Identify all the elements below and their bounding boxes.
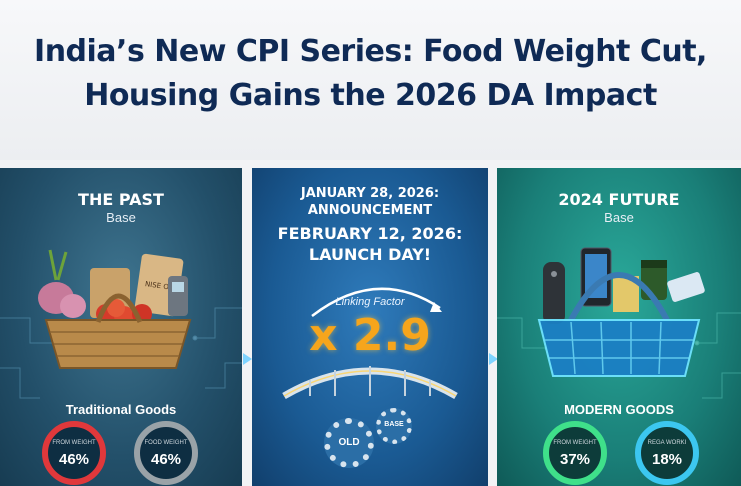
bridge-icon — [282, 366, 458, 400]
linking-factor-label: Linking Factor — [335, 296, 405, 308]
past-sub: Base — [106, 210, 136, 225]
past-ring-1: FROM WEIGHT 46% — [42, 421, 106, 485]
gear-old-label: OLD — [338, 437, 360, 448]
gear-old-icon: OLD — [324, 418, 374, 468]
past-ring-1-value: 46% — [58, 451, 90, 468]
past-ring-2-caption: FOOD WEIGHT — [144, 440, 188, 446]
launch-date: FEBRUARY 12, 2026: — [277, 224, 463, 243]
future-sub: Base — [604, 210, 634, 225]
past-ring-1-caption: FROM WEIGHT — [52, 440, 96, 446]
modern-goods-label: MODERN GOODS — [564, 402, 674, 417]
title-area: India’s New CPI Series: Food Weight Cut,… — [0, 0, 741, 160]
gear-base-label: BASE — [384, 421, 404, 428]
curved-arrow-icon — [311, 287, 442, 317]
gear-base-icon: BASE — [376, 408, 412, 444]
future-ring-1: FROM WEIGHT 37% — [543, 421, 607, 485]
connector-arrow-icon — [243, 353, 252, 365]
future-ring-2-value: 18% — [651, 451, 683, 468]
linking-factor-value: x 2.9 — [309, 310, 431, 361]
title-line-2: Housing Gains the 2026 DA Impact — [84, 78, 657, 113]
past-ring-2: FOOD WEIGHT 46% — [134, 421, 198, 485]
future-panel: 2024 FUTURE Base MODERN GOODS FROM WEIGH… — [497, 168, 741, 486]
future-ring-1-value: 37% — [559, 451, 591, 468]
past-ring-2-value: 46% — [150, 451, 182, 468]
announce-label: ANNOUNCEMENT — [307, 203, 433, 218]
announce-date: JANUARY 28, 2026: — [300, 186, 440, 201]
connector-arrow-icon-2 — [489, 353, 498, 365]
future-ring-1-caption: FROM WEIGHT — [553, 440, 597, 446]
modern-basket-icon — [537, 247, 705, 377]
future-heading: 2024 FUTURE — [558, 190, 680, 209]
page-title: India’s New CPI Series: Food Weight Cut,… — [20, 30, 721, 118]
future-ring-2: REGA WORKI 18% — [635, 421, 699, 485]
past-panel: THE PAST Base NISE OF Traditional Goods … — [0, 168, 242, 486]
traditional-goods-label: Traditional Goods — [65, 402, 177, 417]
past-heading: THE PAST — [78, 190, 164, 209]
middle-panel: JANUARY 28, 2026: ANNOUNCEMENT FEBRUARY … — [252, 168, 488, 486]
traditional-basket-icon: NISE OF — [38, 249, 192, 369]
packet-label: NISE OF — [144, 280, 173, 292]
title-line-1: India’s New CPI Series: Food Weight Cut, — [34, 34, 707, 69]
future-ring-2-caption: REGA WORKI — [647, 440, 687, 446]
launch-label: LAUNCH DAY! — [308, 245, 432, 264]
